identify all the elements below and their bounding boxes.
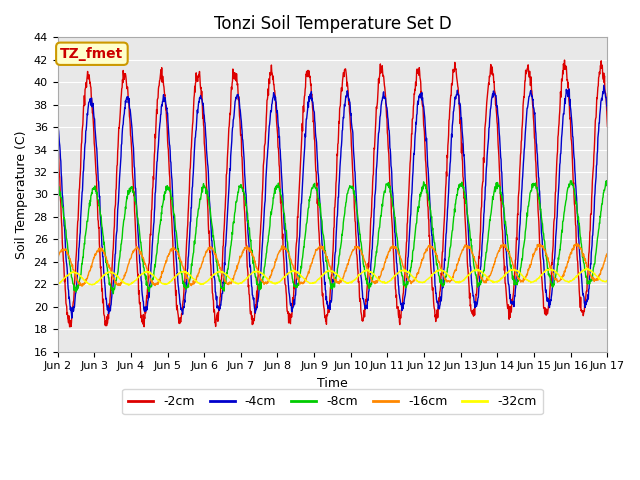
-4cm [54,114,61,120]
-8cm [109,291,117,297]
-8cm [299,255,307,261]
-4cm [604,108,611,113]
-16cm [78,283,86,289]
-8cm [119,225,127,231]
-2cm [97,265,104,271]
-4cm [299,179,307,184]
-2cm [604,123,611,129]
-16cm [54,256,61,262]
-8cm [54,189,61,195]
-2cm [119,80,127,85]
-32cm [287,269,295,275]
-32cm [54,282,61,288]
-4cm [367,262,374,267]
-4cm [97,216,104,221]
-32cm [118,279,126,285]
Line: -32cm: -32cm [58,268,607,285]
-32cm [582,265,590,271]
-16cm [299,281,307,287]
-4cm [119,123,127,129]
-32cm [125,282,132,288]
Line: -4cm: -4cm [58,85,607,318]
-2cm [367,216,374,221]
-2cm [66,324,74,330]
-16cm [97,249,104,254]
Y-axis label: Soil Temperature (C): Soil Temperature (C) [15,130,28,259]
-32cm [367,269,374,275]
Line: -2cm: -2cm [58,60,607,327]
Line: -8cm: -8cm [58,181,607,294]
-2cm [308,105,316,110]
-8cm [96,209,104,215]
-4cm [287,300,295,306]
-4cm [68,315,76,321]
-32cm [96,276,104,282]
Line: -16cm: -16cm [58,244,607,286]
-32cm [299,274,307,280]
-2cm [54,134,61,140]
X-axis label: Time: Time [317,377,348,390]
-16cm [287,257,295,263]
-4cm [600,83,607,88]
-8cm [287,268,295,274]
-8cm [308,186,316,192]
-2cm [561,57,568,63]
-32cm [604,278,611,284]
-16cm [119,276,127,282]
Text: TZ_fmet: TZ_fmet [60,47,124,61]
Legend: -2cm, -4cm, -8cm, -16cm, -32cm: -2cm, -4cm, -8cm, -16cm, -32cm [122,389,543,414]
-16cm [308,258,316,264]
-8cm [604,181,611,187]
-8cm [603,178,611,184]
-8cm [367,282,374,288]
-2cm [299,128,307,134]
-32cm [308,281,316,287]
-2cm [287,312,295,318]
-16cm [572,241,579,247]
-4cm [308,99,316,105]
-16cm [367,276,374,281]
Title: Tonzi Soil Temperature Set D: Tonzi Soil Temperature Set D [214,15,451,33]
-16cm [604,251,611,257]
